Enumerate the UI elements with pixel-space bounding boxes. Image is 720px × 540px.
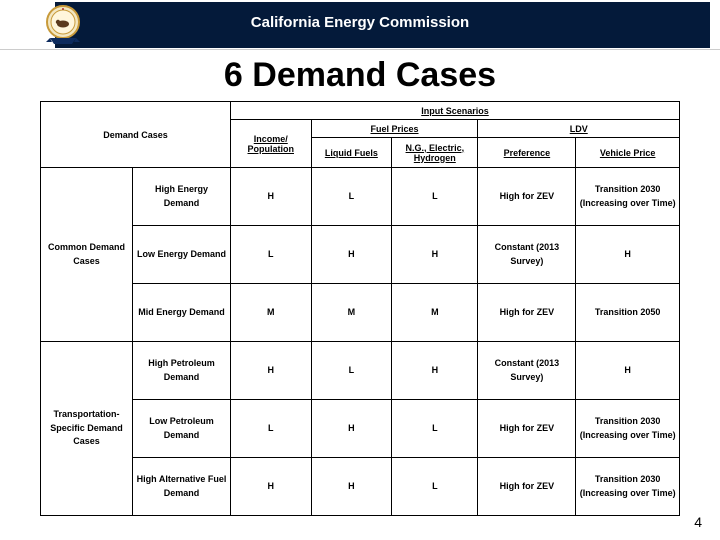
table-row: Common Demand Cases High Energy Demand H… — [41, 168, 680, 226]
case-name: Mid Energy Demand — [138, 307, 225, 317]
table-row: High Alternative Fuel Demand H H L High … — [41, 458, 680, 516]
col-population: Population — [248, 144, 295, 154]
table-row: Mid Energy Demand M M M High for ZEV Tra… — [41, 284, 680, 342]
cell: L — [349, 191, 355, 201]
table-row: Low Energy Demand L H H Constant (2013 S… — [41, 226, 680, 284]
case-name: Low Petroleum Demand — [149, 416, 214, 440]
page-number: 4 — [694, 514, 702, 530]
case-name: High Alternative Fuel Demand — [137, 474, 227, 498]
cell: H — [432, 249, 439, 259]
cell: High for ZEV — [500, 481, 555, 491]
cell: Transition 2030 (Increasing over Time) — [580, 474, 676, 498]
cell: H — [268, 191, 275, 201]
cell: High for ZEV — [500, 307, 555, 317]
col-group-input: Input Scenarios — [421, 106, 489, 116]
cell: M — [431, 307, 439, 317]
case-name: Low Energy Demand — [137, 249, 226, 259]
table-row: Transportation-Specific Demand Cases Hig… — [41, 342, 680, 400]
case-name: High Energy Demand — [155, 184, 208, 208]
cell: L — [349, 365, 355, 375]
cell: M — [348, 307, 356, 317]
group-transport: Transportation-Specific Demand Cases — [50, 409, 123, 446]
cell: L — [268, 423, 274, 433]
table-row: Low Petroleum Demand L H L High for ZEV … — [41, 400, 680, 458]
cell: High for ZEV — [500, 423, 555, 433]
cell: H — [268, 365, 275, 375]
cell: H — [268, 481, 275, 491]
page-title: 6 Demand Cases — [0, 56, 720, 95]
cell: M — [267, 307, 275, 317]
cell: Transition 2030 (Increasing over Time) — [580, 184, 676, 208]
cell: High for ZEV — [500, 191, 555, 201]
cell: H — [432, 365, 439, 375]
table-row: Demand Cases Input Scenarios — [41, 102, 680, 120]
col-liquid: Liquid Fuels — [325, 148, 378, 158]
cell: Constant (2013 Survey) — [495, 358, 560, 382]
cell: L — [268, 249, 274, 259]
cell: H — [348, 423, 355, 433]
cell: H — [348, 249, 355, 259]
row-header-label: Demand Cases — [103, 130, 168, 140]
cell: Transition 2030 (Increasing over Time) — [580, 416, 676, 440]
col-vprice: Vehicle Price — [600, 148, 656, 158]
case-name: High Petroleum Demand — [148, 358, 215, 382]
col-pref: Preference — [504, 148, 551, 158]
col-ldv: LDV — [570, 124, 588, 134]
cell: H — [624, 365, 631, 375]
cell: H — [624, 249, 631, 259]
cell: Constant (2013 Survey) — [495, 242, 560, 266]
col-income: Income/ — [254, 134, 288, 144]
cell: L — [432, 191, 438, 201]
cell: H — [348, 481, 355, 491]
cell: L — [432, 481, 438, 491]
col-ng: N.G., Electric, Hydrogen — [406, 143, 465, 163]
demand-cases-table: Demand Cases Input Scenarios Income/ Pop… — [40, 101, 680, 516]
col-fuel: Fuel Prices — [371, 124, 419, 134]
cell: L — [432, 423, 438, 433]
table-container: Demand Cases Input Scenarios Income/ Pop… — [0, 101, 720, 516]
cell: Transition 2050 — [595, 307, 661, 317]
group-common: Common Demand Cases — [48, 242, 125, 266]
header-title: California Energy Commission — [0, 14, 720, 31]
header-bar: California Energy Commission — [0, 0, 720, 50]
